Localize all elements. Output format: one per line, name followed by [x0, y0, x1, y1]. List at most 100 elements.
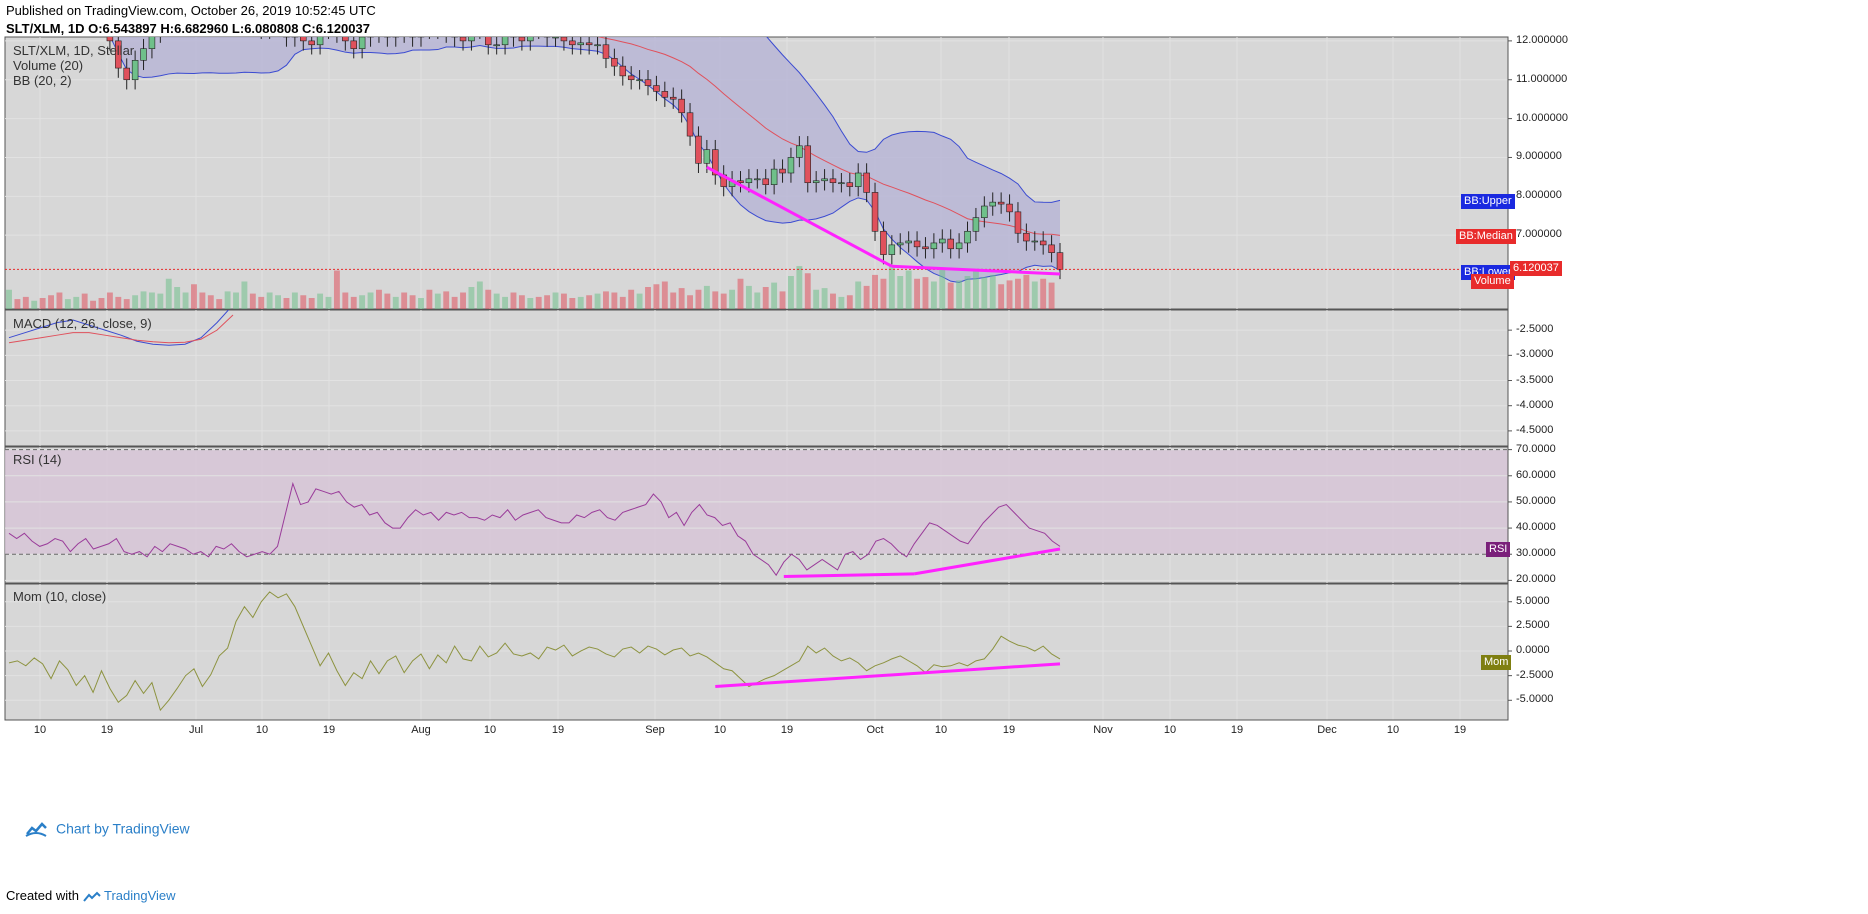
candle-body	[737, 180, 744, 184]
candle-body	[560, 37, 568, 42]
volume-bar	[1048, 282, 1055, 309]
candle-body	[997, 201, 1005, 205]
volume-bar	[880, 278, 887, 309]
candle-body	[871, 192, 879, 232]
tradingview-link-icon[interactable]	[82, 888, 104, 903]
volume-bar	[855, 281, 862, 309]
candle-body	[140, 48, 147, 61]
volume-bar	[123, 299, 130, 309]
x-tick-label: 10	[1163, 724, 1177, 736]
candle-body	[636, 79, 643, 82]
mom-trendline	[715, 662, 1061, 688]
y-tick-label: 11.000000	[1516, 72, 1568, 85]
candle-body	[552, 37, 559, 39]
candle-body	[981, 205, 988, 218]
candle-body	[1039, 240, 1047, 246]
candle-body	[863, 172, 870, 193]
time-axis-bg	[5, 720, 1508, 742]
candle-body	[468, 37, 475, 42]
volume-bar	[367, 292, 374, 309]
volume-bar	[603, 291, 609, 309]
volume-bar	[972, 270, 979, 309]
volume-bar	[930, 281, 937, 309]
volume-bar	[426, 289, 433, 309]
candle-body	[585, 42, 593, 46]
volume-bar	[14, 299, 21, 309]
candle-body	[972, 217, 980, 232]
tradingview-logo-icon	[22, 816, 50, 844]
candle-body	[829, 178, 837, 184]
macd-pane-label: MACD (12, 26, close, 9)	[13, 316, 152, 331]
candle-body	[913, 240, 921, 248]
candle-body	[695, 135, 702, 164]
candle-body	[459, 37, 467, 42]
volume-bar	[224, 291, 231, 309]
candle-body	[644, 79, 652, 86]
candle-body	[762, 178, 769, 185]
volume-bar	[729, 289, 736, 309]
y-tick-label: 10.000000	[1516, 111, 1568, 124]
volume-bar	[813, 289, 820, 309]
ohlc-values: O:6.543897 H:6.682960 L:6.080808 C:6.120…	[88, 21, 370, 36]
volume-bar	[720, 293, 727, 309]
volume-bar	[22, 296, 29, 309]
y-tick-label: -3.0000	[1516, 348, 1554, 361]
candle-body	[48, 0, 54, 2]
candle-body	[392, 37, 400, 38]
volume-bar	[308, 298, 315, 309]
volume-bar	[502, 296, 509, 309]
volume-bar	[300, 295, 307, 309]
candle-body	[1023, 232, 1030, 242]
candle-body	[174, 0, 180, 6]
x-tick-label: 19	[100, 724, 114, 736]
candle-body	[661, 91, 669, 98]
volume-bar	[998, 284, 1005, 309]
x-tick-label: Aug	[411, 724, 431, 736]
y-tick-label: 2.5000	[1516, 619, 1550, 632]
candle-body	[854, 172, 862, 187]
volume-bar	[544, 295, 551, 309]
rsi-pane-label: RSI (14)	[13, 452, 62, 467]
volume-bar	[207, 295, 214, 309]
tradingview-watermark[interactable]: Chart by TradingView	[22, 816, 202, 846]
candle-body	[812, 180, 820, 184]
candle-body	[1014, 211, 1022, 234]
volume-bar	[771, 282, 778, 309]
bb-fill	[110, 37, 1060, 283]
volume-bar	[216, 299, 223, 309]
volume-bar	[636, 293, 643, 309]
volume-bar	[148, 292, 155, 309]
y-tick-label: 8.000000	[1516, 189, 1562, 202]
footer-brand-link[interactable]: TradingView	[104, 888, 176, 903]
volume-bar	[754, 292, 761, 309]
volume-bar	[922, 277, 929, 309]
pane-bg-3	[4, 583, 1509, 721]
candle-body	[115, 40, 122, 69]
volume-bar	[687, 295, 693, 309]
volume-bar	[535, 296, 542, 309]
symbol-label: SLT/XLM, 1D	[6, 21, 85, 36]
volume-bar	[678, 288, 685, 309]
candle-body	[417, 37, 425, 38]
volume-bar	[6, 289, 12, 309]
candle-body	[536, 25, 542, 29]
volume-bar	[762, 287, 769, 309]
volume-bar	[31, 300, 38, 309]
volume-bar	[628, 289, 635, 309]
candle-body	[745, 178, 753, 184]
candle-body	[804, 145, 812, 184]
candle-body	[258, 21, 264, 29]
x-tick-label: 19	[1453, 724, 1467, 736]
volume-bar	[291, 292, 298, 309]
volume-bar	[275, 295, 281, 309]
candle-body	[199, 0, 205, 10]
volume-bar	[376, 289, 382, 309]
volume-bar	[577, 296, 584, 309]
rsi-trendline	[783, 572, 915, 578]
volume-bar	[939, 269, 946, 309]
pane-bg-1	[4, 309, 1509, 447]
volume-bar	[653, 284, 660, 309]
volume-bar	[661, 281, 668, 309]
candle-body	[880, 230, 887, 255]
